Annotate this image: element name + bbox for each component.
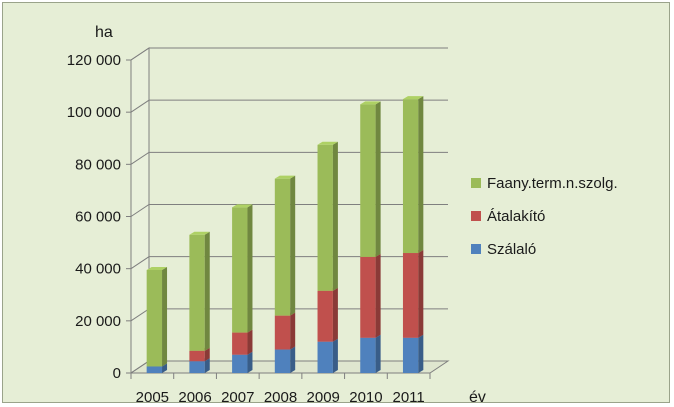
bar-segment-side <box>375 334 381 373</box>
legend: Faany.term.n.szolg. Átalakító Szálaló <box>471 175 618 258</box>
bar-segment <box>317 341 333 373</box>
bar-segment <box>146 269 163 367</box>
bar-segment-side <box>418 96 424 254</box>
legend-swatch <box>471 244 481 254</box>
x-tick-label: 2006 <box>178 389 211 403</box>
bar-segment-side <box>332 287 338 342</box>
bar-segment-side <box>204 231 210 351</box>
bar-segment-side <box>290 346 296 373</box>
bar-segment-side <box>375 101 381 257</box>
x-tick-label: 2007 <box>221 389 254 403</box>
bar-segment-top <box>360 101 381 105</box>
bar-segment-side <box>247 351 253 373</box>
bar-segment <box>360 256 376 338</box>
x-tick-label: 2009 <box>307 389 340 403</box>
bar-segment <box>360 104 376 257</box>
gridline <box>130 47 448 61</box>
x-tick-label: 2008 <box>264 389 297 403</box>
bar-segment <box>274 178 291 316</box>
y-tick-label: 120 000 <box>67 52 121 69</box>
x-axis-title: év <box>469 389 486 403</box>
gridline <box>130 256 448 270</box>
bar-segment <box>402 253 419 338</box>
legend-label: Szálaló <box>487 241 536 258</box>
bar-segment-side <box>290 312 296 350</box>
y-tick-labels: 0 20 000 40 000 60 000 80 000 100 000 120 000 <box>67 52 121 382</box>
bar-segment <box>360 337 376 373</box>
gridline <box>130 99 448 113</box>
bar-segment-side <box>204 358 210 373</box>
bar-segment-side <box>247 204 253 333</box>
bar-segment <box>232 207 248 333</box>
bar-segment-side <box>375 253 381 338</box>
bar-segment-side <box>332 141 338 291</box>
bar-segment <box>274 315 291 350</box>
x-tick-labels: 2005 2006 2007 2008 2009 2010 2011 <box>130 373 431 403</box>
bar-segment <box>274 349 291 373</box>
bar-segment-side <box>418 250 424 338</box>
gridlines <box>126 47 448 374</box>
x-tick-label: 2011 <box>393 389 425 403</box>
bar-segment-side <box>418 334 424 373</box>
bar-segment-top <box>232 204 253 208</box>
bar-segment <box>189 234 205 351</box>
y-tick-label: 100 000 <box>67 104 121 121</box>
bar-segment <box>317 144 333 291</box>
bar-segment <box>189 361 205 373</box>
bar-segment-side <box>204 347 210 362</box>
bar-segment-side <box>247 329 253 355</box>
y-tick-label: 60 000 <box>75 209 121 226</box>
y-tick-label: 0 <box>113 365 121 382</box>
legend-swatch <box>471 211 481 221</box>
y-tick-label: 80 000 <box>75 156 121 173</box>
x-tick-label: 2010 <box>349 389 382 403</box>
bar-segment-side <box>332 338 338 373</box>
legend-swatch <box>471 178 481 188</box>
bar-segment-side <box>290 175 296 316</box>
x-tick-label: 2005 <box>136 389 169 403</box>
gridline <box>130 151 448 165</box>
y-tick-label: 40 000 <box>75 261 121 278</box>
y-axis-title: ha <box>95 24 113 41</box>
legend-label: Átalakító <box>487 208 545 225</box>
bar-segment <box>402 99 419 254</box>
bar-segment <box>402 337 419 373</box>
bar-segment <box>189 350 205 362</box>
y-tick-label: 20 000 <box>75 313 121 330</box>
bar-segment-top <box>402 96 424 100</box>
gridline <box>130 204 448 217</box>
bars <box>146 96 424 373</box>
bar-segment-top <box>146 266 168 270</box>
bar-segment-top <box>189 231 210 235</box>
bar-segment-top <box>317 141 338 145</box>
bar-segment-side <box>162 266 168 367</box>
bar-segment <box>232 354 248 373</box>
bar-segment <box>317 290 333 342</box>
chart-frame: 0 20 000 40 000 60 000 80 000 100 000 120 000 … <box>2 2 670 403</box>
legend-label: Faany.term.n.szolg. <box>487 175 618 192</box>
bar-segment <box>146 366 163 373</box>
bar-segment-side <box>162 363 168 373</box>
bar-segment <box>232 332 248 355</box>
bar-segment-top <box>274 175 296 179</box>
